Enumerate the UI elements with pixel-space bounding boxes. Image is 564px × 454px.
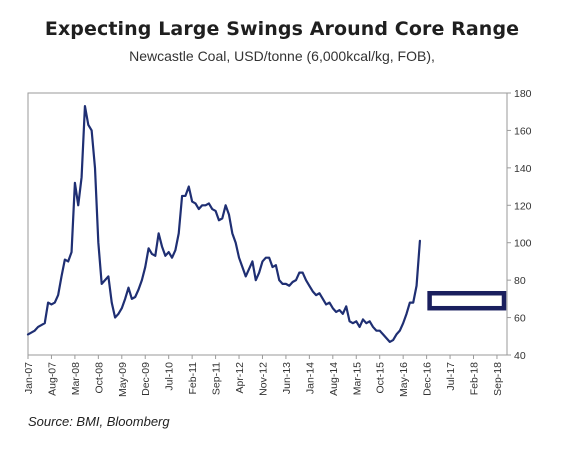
x-tick-label: Apr-12	[234, 362, 246, 394]
y-axis: 40 60 80 100 120 140 160 180	[507, 88, 532, 362]
chart-subtitle: Newcastle Coal, USD/tonne (6,000kcal/kg,…	[129, 48, 435, 64]
forecast-range-box	[427, 290, 507, 311]
x-tick-label: Sep-18	[492, 362, 504, 396]
series-line	[26, 105, 422, 343]
y-tick-label: 140	[514, 163, 532, 175]
x-tick-label: Sep-11	[211, 362, 223, 395]
x-tick-label: May-16	[398, 362, 410, 397]
x-tick-label: Aug-07	[46, 362, 58, 396]
x-tick-label: Oct-15	[375, 362, 387, 394]
chart-title: Expecting Large Swings Around Core Range	[44, 18, 520, 40]
y-tick-label: 100	[514, 238, 532, 250]
x-tick-label: Dec-16	[422, 362, 434, 396]
x-tick-label: Mar-08	[70, 362, 82, 395]
y-tick-label: 160	[514, 125, 532, 137]
x-tick-label: Oct-08	[93, 362, 105, 394]
x-axis: Jan-07 Aug-07 Mar-08 Oct-08 May-09 Dec-09 Jul-…	[23, 355, 504, 397]
x-tick-label: Jul-10	[164, 362, 176, 391]
y-tick-label: 180	[514, 88, 532, 100]
series-layer	[26, 105, 422, 343]
x-tick-label: Nov-12	[257, 362, 269, 396]
x-tick-label: Jun-13	[281, 362, 293, 394]
x-tick-label: Feb-18	[469, 362, 481, 395]
source-note: Source: BMI, Bloomberg	[28, 414, 170, 429]
x-tick-label: May-09	[117, 362, 129, 397]
y-tick-label: 80	[514, 275, 526, 287]
annotation-layer	[427, 290, 507, 311]
x-tick-label: Jan-07	[23, 362, 35, 394]
y-tick-label: 60	[514, 313, 526, 325]
x-tick-label: Dec-09	[140, 362, 152, 396]
x-tick-label: Jan-14	[304, 362, 316, 394]
plot-frame	[27, 92, 508, 356]
y-tick-label: 120	[514, 200, 532, 212]
x-tick-label: Feb-11	[187, 362, 199, 395]
y-tick-label: 40	[514, 350, 526, 362]
x-tick-label: Jul-17	[445, 362, 457, 391]
x-tick-label: Mar-15	[351, 362, 363, 395]
x-tick-label: Aug-14	[328, 362, 340, 396]
